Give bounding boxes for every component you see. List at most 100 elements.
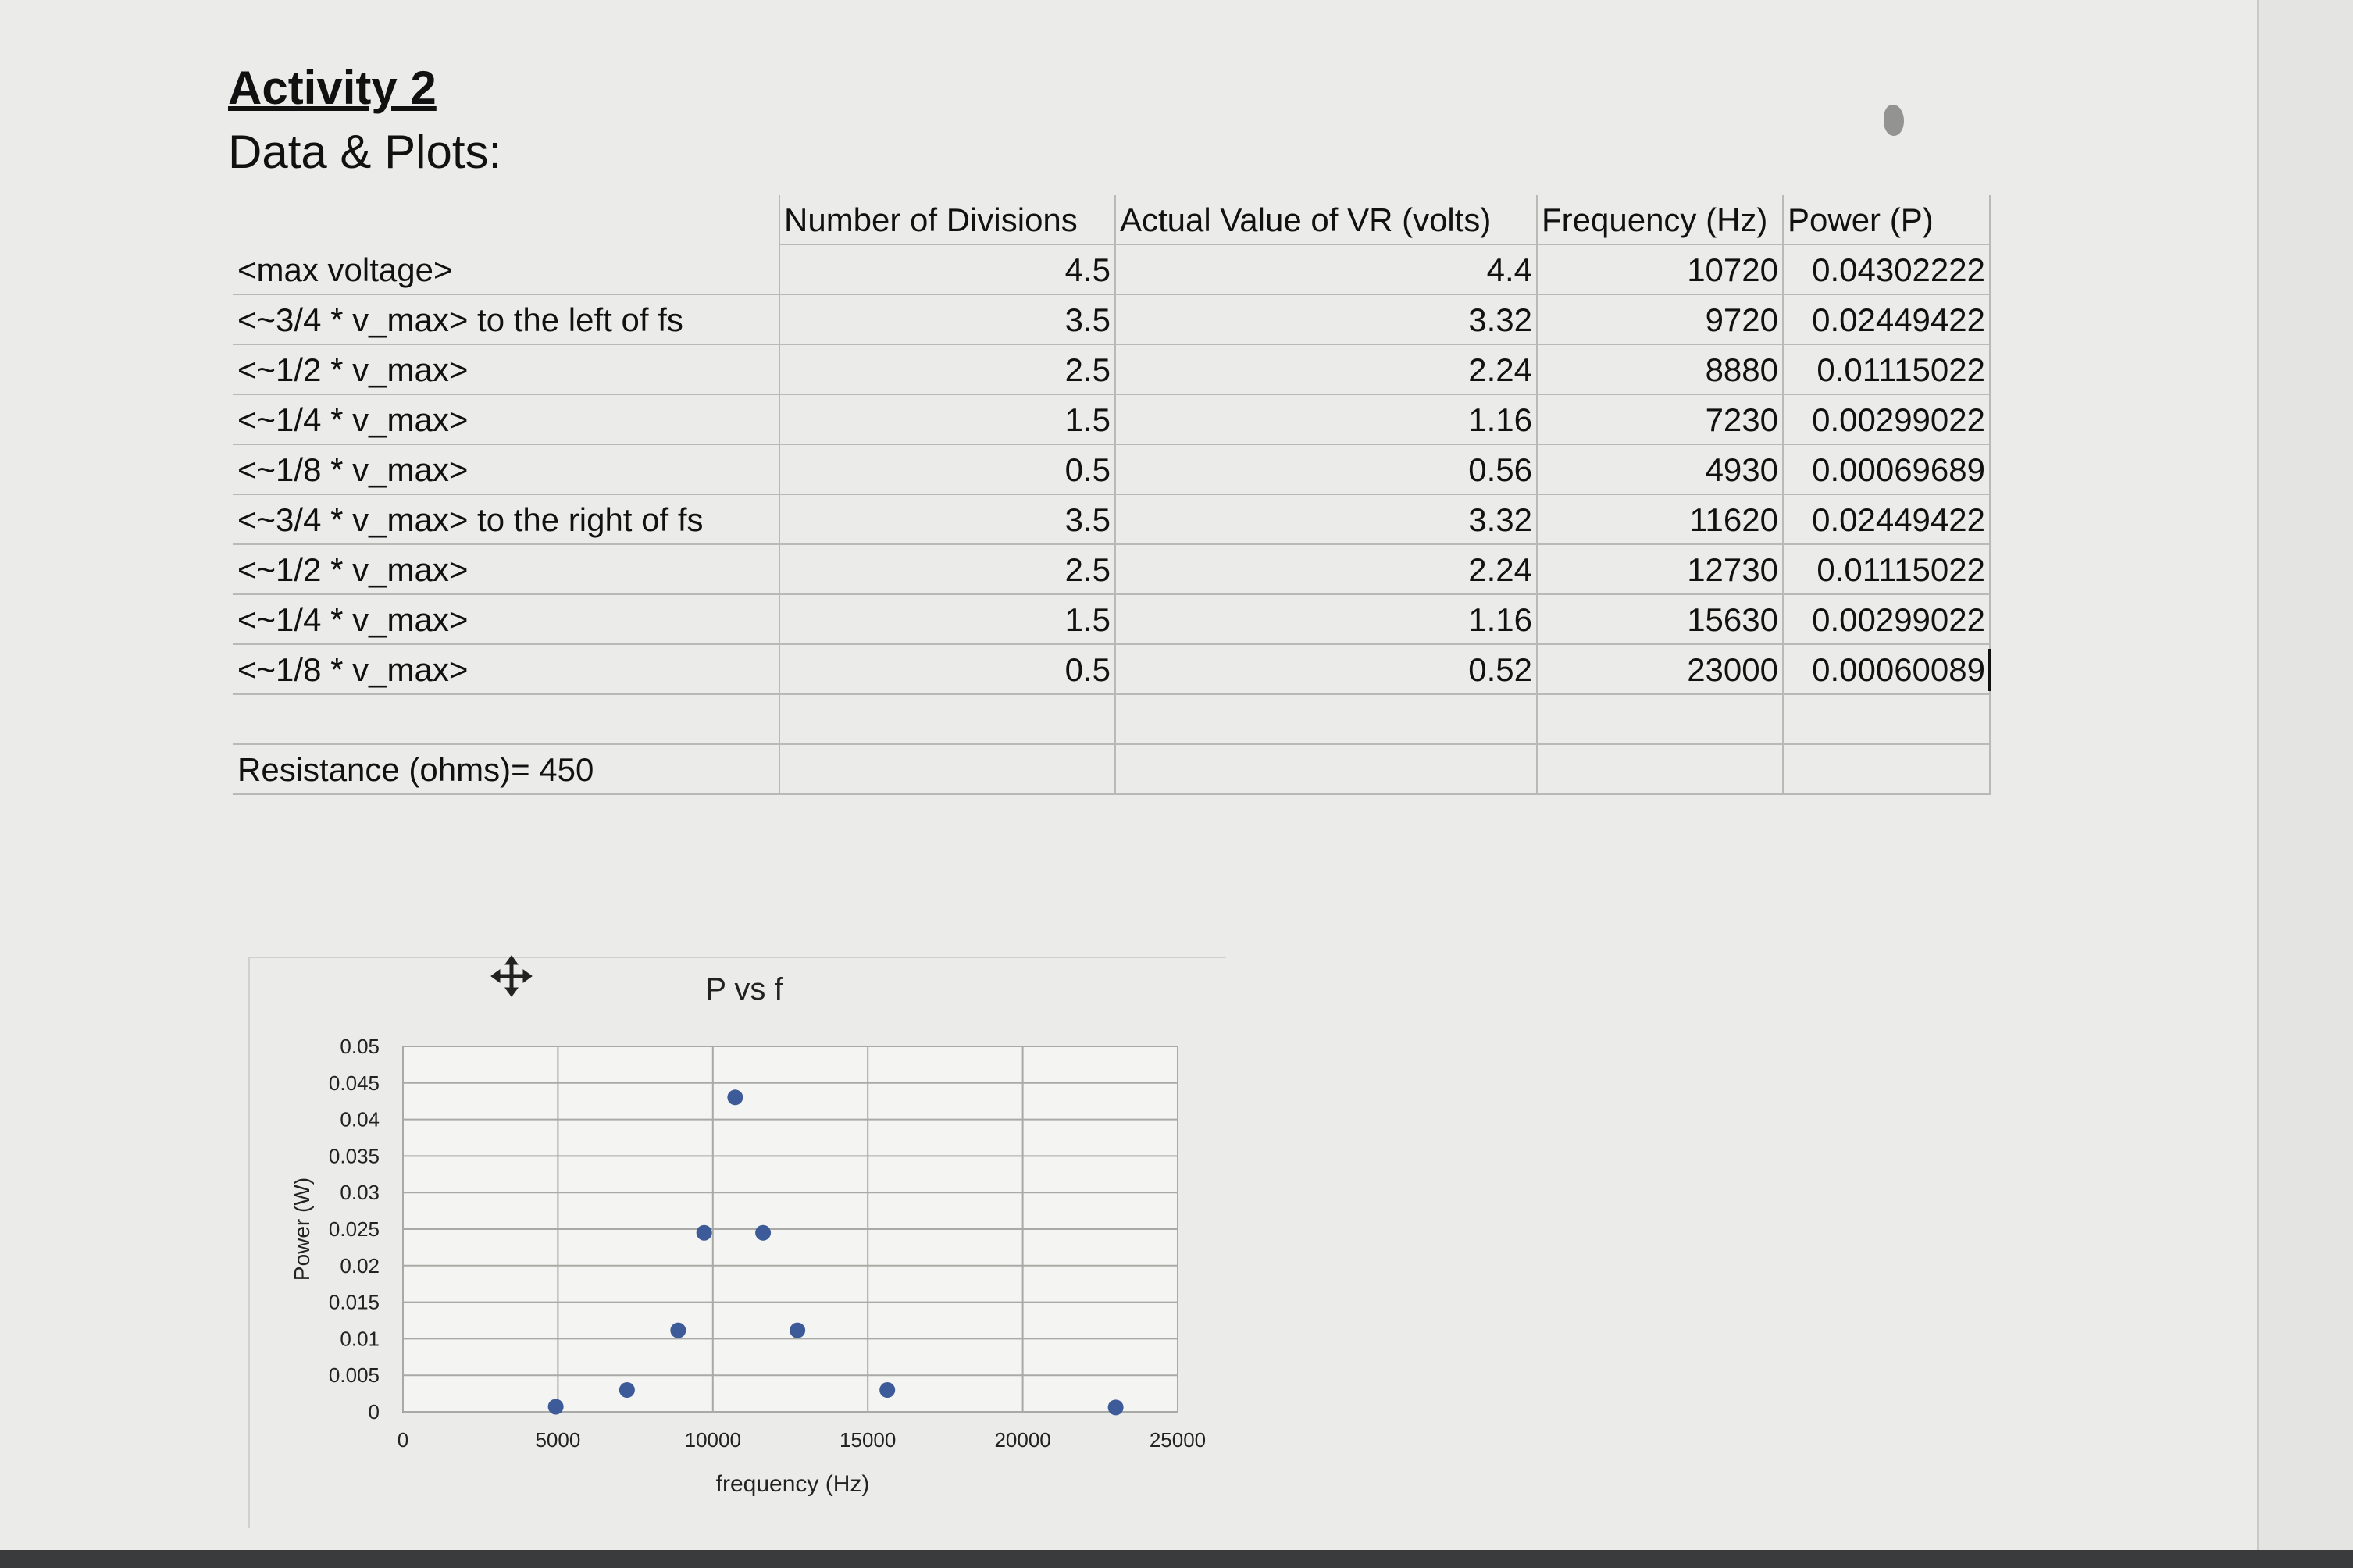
x-tick-label: 20000 — [994, 1428, 1050, 1452]
empty-cell[interactable] — [1537, 745, 1783, 795]
table-cell[interactable]: 2.5 — [779, 345, 1115, 395]
table-cell[interactable]: 10720 — [1537, 245, 1783, 295]
table-cell[interactable]: 0.02449422 — [1783, 495, 1990, 545]
column-divider — [779, 195, 780, 795]
table-cell[interactable]: 3.32 — [1115, 495, 1537, 545]
pvsf-chart[interactable]: 0 0.005 0.01 0.015 0.02 0.025 0.03 0.035 0.04 0.0… — [248, 957, 1225, 1527]
column-divider — [1782, 195, 1784, 795]
table-cell[interactable]: 0.52 — [1115, 645, 1537, 695]
y-tick-label: 0.04 — [340, 1108, 380, 1131]
empty-cell[interactable] — [1115, 695, 1537, 745]
x-tick-label: 25000 — [1150, 1428, 1206, 1452]
table-cell[interactable]: 2.5 — [779, 545, 1115, 595]
x-axis-label: frequency (Hz) — [716, 1471, 870, 1497]
row-label-cell[interactable]: <~3/4 * v_max> to the right of fs — [233, 495, 779, 545]
y-axis-label: Power (W) — [290, 1178, 314, 1281]
table-cell[interactable]: 0.01115022 — [1783, 345, 1990, 395]
x-tick-label: 0 — [398, 1428, 408, 1452]
table-cell[interactable]: 0.00299022 — [1783, 395, 1990, 445]
data-point — [879, 1382, 896, 1399]
table-cell[interactable]: 0.01115022 — [1783, 545, 1990, 595]
table-cell[interactable]: 1.16 — [1115, 395, 1537, 445]
table-cell[interactable]: 12730 — [1537, 545, 1783, 595]
row-label-cell[interactable]: <~1/8 * v_max> — [233, 445, 779, 495]
table-cell[interactable]: 2.24 — [1115, 345, 1537, 395]
row-label-cell[interactable]: <~1/4 * v_max> — [233, 595, 779, 645]
table-header[interactable]: Power (P) — [1783, 195, 1990, 245]
chart-frame[interactable] — [248, 957, 1226, 1528]
data-table[interactable]: Number of Divisions Actual Value of VR (v… — [233, 195, 1991, 812]
table-cell[interactable]: 0.00299022 — [1783, 595, 1990, 645]
y-tick-label: 0.005 — [329, 1363, 380, 1387]
empty-cell[interactable] — [1783, 695, 1990, 745]
table-cell[interactable]: 2.24 — [1115, 545, 1537, 595]
table-header[interactable]: Number of Divisions — [779, 195, 1115, 245]
y-tick-label: 0 — [369, 1400, 380, 1424]
empty-cell[interactable] — [1115, 745, 1537, 795]
empty-cell[interactable] — [1783, 745, 1990, 795]
resistance-cell[interactable]: Resistance (ohms)= 450 — [233, 745, 779, 795]
table-cell[interactable]: 0.00060089 — [1783, 645, 1990, 695]
table-cell[interactable]: 3.5 — [779, 495, 1115, 545]
row-label-cell[interactable]: <~1/8 * v_max> — [233, 645, 779, 695]
document-subtitle: Data & Plots: — [228, 126, 502, 178]
empty-cell[interactable] — [233, 695, 779, 745]
data-point — [696, 1224, 712, 1241]
column-divider — [1536, 195, 1538, 795]
row-label-cell[interactable]: <~1/4 * v_max> — [233, 395, 779, 445]
table-cell[interactable]: 4930 — [1537, 445, 1783, 495]
table-cell[interactable]: 3.32 — [1115, 295, 1537, 345]
table-cell[interactable]: 23000 — [1537, 645, 1783, 695]
table-cell[interactable]: 4.5 — [779, 245, 1115, 295]
table-header[interactable]: Actual Value of VR (volts) — [1115, 195, 1537, 245]
empty-cell[interactable] — [779, 745, 1115, 795]
document-title: Activity 2 — [228, 62, 437, 114]
table-cell[interactable]: 0.04302222 — [1783, 245, 1990, 295]
row-label-cell[interactable]: <~3/4 * v_max> to the left of fs — [233, 295, 779, 345]
table-header[interactable]: Frequency (Hz) — [1537, 195, 1783, 245]
column-divider — [1989, 195, 1991, 795]
y-tick-label: 0.015 — [329, 1291, 380, 1314]
table-cell[interactable]: 7230 — [1537, 395, 1783, 445]
row-label-cell[interactable]: <max voltage> — [233, 245, 779, 295]
empty-cell[interactable] — [1537, 695, 1783, 745]
y-tick-label: 0.05 — [340, 1035, 380, 1058]
empty-cell[interactable] — [779, 695, 1115, 745]
bottom-strip — [0, 1550, 2353, 1568]
data-point — [670, 1322, 686, 1338]
data-point — [755, 1224, 772, 1241]
y-tick-label: 0.045 — [329, 1071, 380, 1095]
table-cell[interactable]: 1.16 — [1115, 595, 1537, 645]
y-tick-label: 0.01 — [340, 1327, 380, 1350]
table-cell[interactable]: 11620 — [1537, 495, 1783, 545]
table-cell[interactable]: 0.56 — [1115, 445, 1537, 495]
table-cell[interactable]: 0.5 — [779, 445, 1115, 495]
smudge-mark — [1884, 105, 1904, 136]
row-label-cell[interactable]: <~1/2 * v_max> — [233, 545, 779, 595]
data-point — [619, 1382, 635, 1399]
table-cell[interactable]: 4.4 — [1115, 245, 1537, 295]
column-divider — [1114, 195, 1116, 795]
x-tick-label: 5000 — [535, 1428, 580, 1452]
table-cell[interactable]: 3.5 — [779, 295, 1115, 345]
table-cell[interactable]: 8880 — [1537, 345, 1783, 395]
move-arrows-icon[interactable] — [488, 953, 535, 1000]
y-tick-label: 0.025 — [329, 1217, 380, 1241]
y-tick-label: 0.02 — [340, 1254, 380, 1278]
table-cell[interactable]: 1.5 — [779, 595, 1115, 645]
table-cell[interactable]: 9720 — [1537, 295, 1783, 345]
text-cursor — [1988, 649, 1991, 691]
table-cell[interactable]: 0.00069689 — [1783, 445, 1990, 495]
table-cell[interactable]: 1.5 — [779, 395, 1115, 445]
row-label-cell[interactable]: <~1/2 * v_max> — [233, 345, 779, 395]
table-cell[interactable]: 15630 — [1537, 595, 1783, 645]
chart-title: P vs f — [705, 972, 783, 1007]
table-cell[interactable]: 0.5 — [779, 645, 1115, 695]
y-tick-label: 0.035 — [329, 1144, 380, 1167]
y-tick-label: 0.03 — [340, 1181, 380, 1204]
data-point — [790, 1322, 806, 1338]
x-tick-label: 15000 — [840, 1428, 896, 1452]
data-point — [1107, 1399, 1124, 1416]
x-tick-label: 10000 — [685, 1428, 741, 1452]
table-cell[interactable]: 0.02449422 — [1783, 295, 1990, 345]
